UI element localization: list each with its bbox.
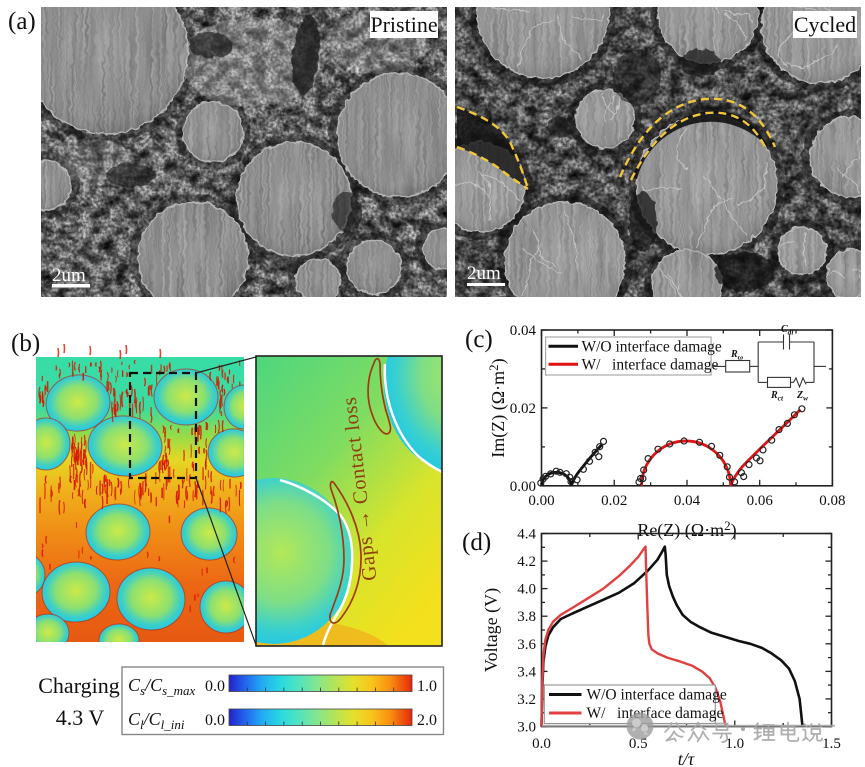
svg-text:0.02: 0.02 [510, 401, 536, 417]
svg-text:Re(Z) (Ω·m2): Re(Z) (Ω·m2) [637, 518, 736, 541]
svg-text:Rct: Rct [770, 390, 784, 403]
svg-text:0.08: 0.08 [819, 493, 845, 509]
svg-text:t/τ: t/τ [678, 749, 695, 767]
svg-text:2.0: 2.0 [417, 712, 437, 729]
svg-text:W/ interface damage: W/ interface damage [587, 705, 724, 722]
svg-text:1.0: 1.0 [417, 678, 437, 695]
svg-text:0.02: 0.02 [601, 493, 627, 509]
svg-text:0.00: 0.00 [510, 479, 536, 495]
svg-text:Rω: Rω [730, 349, 744, 362]
svg-text:4.0: 4.0 [517, 582, 536, 598]
svg-text:2um: 2um [52, 265, 86, 286]
svg-text:Zw: Zw [796, 390, 809, 403]
svg-text:3.2: 3.2 [517, 692, 536, 708]
svg-text:(d): (d) [462, 529, 491, 556]
svg-text:4.2: 4.2 [517, 554, 536, 570]
svg-text:W/O interface damage: W/O interface damage [582, 339, 722, 356]
svg-text:3.0: 3.0 [517, 720, 536, 736]
svg-text:4.3 V: 4.3 V [56, 705, 105, 730]
svg-text:4.4: 4.4 [517, 527, 536, 543]
svg-text:Voltage (V): Voltage (V) [481, 588, 502, 672]
svg-text:(c): (c) [465, 326, 493, 353]
svg-text:1.5: 1.5 [822, 736, 841, 752]
svg-text:0.06: 0.06 [747, 493, 774, 509]
svg-text:(b): (b) [11, 330, 40, 357]
svg-text:W/ interface damage: W/ interface damage [582, 357, 719, 374]
svg-text:Cdl: Cdl [781, 324, 794, 337]
svg-text:(a): (a) [8, 8, 36, 35]
svg-text:1.0: 1.0 [725, 736, 744, 752]
svg-text:Charging: Charging [38, 673, 119, 698]
svg-text:3.6: 3.6 [517, 637, 536, 653]
svg-text:Cs/Cs_max: Cs/Cs_max [128, 675, 196, 698]
svg-text:Cycled: Cycled [794, 12, 856, 37]
svg-text:0.04: 0.04 [510, 323, 537, 339]
svg-text:2um: 2um [467, 263, 501, 284]
svg-text:0.0: 0.0 [532, 736, 551, 752]
svg-text:0.0: 0.0 [205, 712, 225, 729]
svg-text:0.04: 0.04 [674, 493, 701, 509]
svg-text:3.4: 3.4 [517, 664, 536, 680]
svg-text:0.0: 0.0 [205, 678, 225, 695]
svg-text:W/O interface damage: W/O interface damage [587, 687, 727, 704]
svg-text:Im(Z) (Ω·m2): Im(Z) (Ω·m2) [486, 358, 509, 457]
svg-text:3.8: 3.8 [517, 609, 536, 625]
svg-text:0.00: 0.00 [528, 493, 554, 509]
svg-text:Pristine: Pristine [370, 12, 437, 37]
svg-text:0.5: 0.5 [629, 736, 648, 752]
